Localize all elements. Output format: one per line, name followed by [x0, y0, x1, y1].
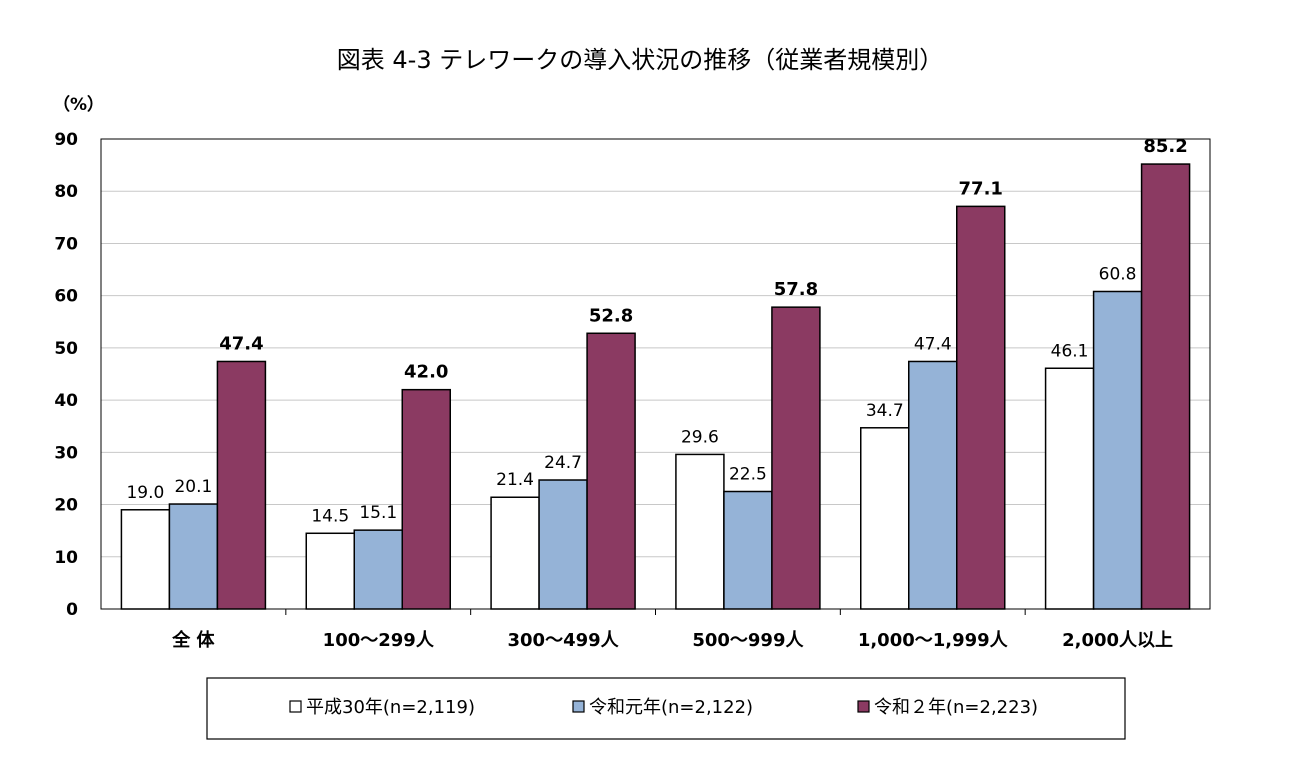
- gridlines: [101, 138, 1210, 558]
- data-label: 42.0: [404, 362, 448, 383]
- bar: [956, 205, 1006, 610]
- data-label: 14.5: [311, 506, 349, 526]
- legend-label: 平成30年(n=2,119): [306, 697, 475, 718]
- data-label: 22.5: [729, 465, 767, 485]
- legend-label: 令和元年(n=2,122): [589, 697, 753, 718]
- bar: [1092, 290, 1143, 610]
- y-tick-label: 80: [54, 182, 78, 202]
- y-tick-label: 20: [54, 496, 78, 516]
- data-label: 46.1: [1051, 341, 1089, 361]
- x-category-label: 1,000～1,999人: [858, 630, 1009, 651]
- y-tick-label: 60: [54, 287, 78, 307]
- bar: [120, 509, 171, 610]
- data-label: 57.8: [774, 279, 818, 300]
- plot-frame: [100, 138, 1211, 610]
- bar: [1140, 163, 1191, 610]
- y-tick-label: 50: [54, 339, 78, 359]
- x-category-label: 300～499人: [508, 630, 620, 651]
- x-category-label: 500～999人: [692, 630, 804, 651]
- bar: [586, 332, 636, 610]
- y-tick-label: 30: [54, 443, 78, 463]
- bar: [353, 529, 403, 610]
- data-label: 29.6: [681, 427, 719, 447]
- bar: [168, 503, 219, 610]
- y-tick-label: 40: [54, 391, 78, 411]
- chart-title: 図表 4-3 テレワークの導入状況の推移（従業者規模別）: [337, 46, 943, 74]
- data-label: 52.8: [589, 305, 633, 326]
- bar: [538, 479, 588, 610]
- y-axis-unit: （%）: [53, 94, 104, 115]
- y-tick-label: 70: [54, 234, 78, 254]
- x-category-label: 2,000人以上: [1062, 630, 1173, 651]
- bar: [1044, 367, 1095, 610]
- bar: [723, 490, 773, 610]
- legend-swatch: [289, 700, 302, 713]
- data-label: 19.0: [126, 483, 164, 503]
- data-label: 21.4: [496, 470, 534, 490]
- data-label: 47.4: [219, 333, 263, 354]
- data-label: 60.8: [1099, 264, 1137, 284]
- bar: [490, 496, 540, 610]
- data-label: 77.1: [959, 178, 1003, 199]
- bar: [771, 306, 821, 610]
- y-tick-label: 10: [54, 548, 78, 568]
- legend-box: [206, 677, 1126, 740]
- bar: [216, 360, 267, 610]
- bar: [401, 388, 451, 610]
- bar: [860, 427, 910, 610]
- legend-label: 令和２年(n=2,223): [874, 697, 1038, 718]
- y-tick-labels: 0 10 20 30 40 50 60 70 80 90: [54, 130, 78, 620]
- bar: [305, 532, 355, 610]
- legend: 平成30年(n=2,119) 令和元年(n=2,122) 令和２年(n=2,223): [206, 677, 1126, 740]
- legend-swatch: [572, 700, 585, 713]
- bar: [908, 360, 958, 610]
- data-label: 34.7: [866, 401, 904, 421]
- axes: [100, 138, 1211, 615]
- y-tick-label: 90: [54, 130, 78, 150]
- bar: [675, 453, 725, 610]
- y-tick-label: 0: [66, 600, 78, 620]
- data-label: 15.1: [359, 503, 397, 523]
- data-label: 20.1: [174, 477, 212, 497]
- x-category-label: 100～299人: [323, 630, 435, 651]
- data-label: 47.4: [914, 334, 952, 354]
- data-label: 85.2: [1143, 136, 1187, 157]
- x-category-label: 全 体: [171, 629, 215, 651]
- bars: 19.0 20.1 47.4 14.5 15.1 42.0 21.4 24.7 52.8 29.6…: [120, 136, 1191, 610]
- legend-swatch: [857, 700, 870, 713]
- category-labels: 全 体 100～299人 300～499人 500～999人 1,000～1,999人 2…: [171, 629, 1173, 651]
- data-label: 24.7: [544, 453, 582, 473]
